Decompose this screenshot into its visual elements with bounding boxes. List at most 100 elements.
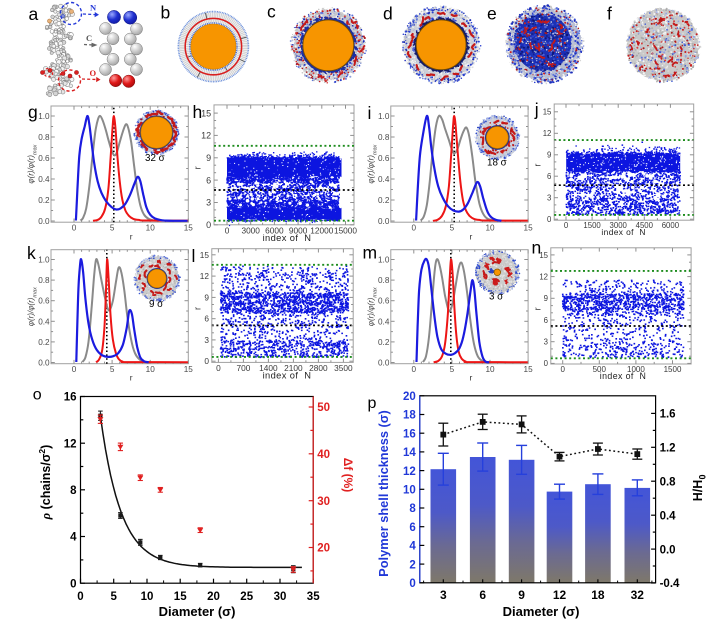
svg-text:15: 15 <box>524 224 534 233</box>
svg-text:index of N: index of N <box>600 371 646 381</box>
svg-text:15: 15 <box>543 108 552 117</box>
svg-text:-0.4: -0.4 <box>660 578 680 590</box>
svg-text:1.0: 1.0 <box>378 256 390 265</box>
svg-text:9: 9 <box>206 153 211 163</box>
svg-text:12: 12 <box>200 271 210 281</box>
svg-text:0: 0 <box>544 359 549 368</box>
svg-text:0: 0 <box>564 221 569 230</box>
svg-text:0.6: 0.6 <box>378 154 390 163</box>
svg-text:12: 12 <box>543 129 552 138</box>
svg-text:700: 700 <box>236 363 250 373</box>
svg-text:15000: 15000 <box>334 225 357 235</box>
svg-text:0: 0 <box>70 578 76 590</box>
svg-text:0.4: 0.4 <box>38 175 50 184</box>
svg-text:9: 9 <box>547 151 551 160</box>
svg-text:0: 0 <box>206 220 211 230</box>
svg-text:15: 15 <box>539 251 548 260</box>
svg-text:0.4: 0.4 <box>378 175 390 184</box>
svg-text:O: O <box>90 68 97 78</box>
svg-text:ρ (chains/σ2): ρ (chains/σ2) <box>37 445 53 521</box>
svg-text:12: 12 <box>201 131 211 141</box>
svg-text:3000: 3000 <box>241 225 260 235</box>
svg-text:1.0: 1.0 <box>378 112 390 121</box>
svg-text:0.0: 0.0 <box>378 217 390 226</box>
svg-text:25: 25 <box>240 591 253 603</box>
svg-text:20: 20 <box>403 391 416 403</box>
svg-text:10: 10 <box>141 591 154 603</box>
svg-text:9 σ: 9 σ <box>149 299 163 310</box>
svg-text:p: p <box>368 395 377 412</box>
svg-text:0.0: 0.0 <box>38 217 50 226</box>
svg-text:20: 20 <box>317 543 330 555</box>
svg-text:18 σ: 18 σ <box>487 158 507 169</box>
svg-text:r: r <box>130 373 133 383</box>
svg-text:m: m <box>363 243 378 263</box>
svg-text:10: 10 <box>146 224 156 233</box>
svg-text:0.0: 0.0 <box>38 359 50 368</box>
svg-text:H/H: H/H <box>691 480 705 502</box>
svg-text:3 σ: 3 σ <box>489 292 503 303</box>
svg-text:9000: 9000 <box>289 225 308 235</box>
svg-text:0.4: 0.4 <box>38 317 50 326</box>
svg-text:N: N <box>90 3 97 13</box>
svg-text:6000: 6000 <box>662 221 680 230</box>
svg-text:10: 10 <box>485 224 495 233</box>
svg-text:2800: 2800 <box>309 363 328 373</box>
svg-text:6: 6 <box>409 522 415 534</box>
svg-text:5: 5 <box>110 365 115 374</box>
svg-text:8: 8 <box>70 485 77 497</box>
svg-text:10: 10 <box>403 485 416 497</box>
svg-text:4500: 4500 <box>636 221 654 230</box>
svg-text:Polymer shell thickness (σ): Polymer shell thickness (σ) <box>376 410 391 577</box>
svg-text:3: 3 <box>547 194 551 203</box>
svg-text:15: 15 <box>524 365 534 374</box>
svg-text:3: 3 <box>440 588 447 602</box>
svg-text:5: 5 <box>450 224 455 233</box>
svg-text:1.6: 1.6 <box>660 409 676 421</box>
svg-text:Diameter (σ): Diameter (σ) <box>503 604 580 619</box>
svg-text:9: 9 <box>518 588 525 602</box>
svg-text:500: 500 <box>593 365 607 374</box>
svg-text:15: 15 <box>201 108 211 118</box>
svg-text:0.2: 0.2 <box>378 196 390 205</box>
svg-text:6: 6 <box>547 172 551 181</box>
svg-text:a: a <box>29 4 39 24</box>
svg-text:index of N: index of N <box>601 227 645 237</box>
svg-text:0: 0 <box>409 578 415 590</box>
svg-text:3500: 3500 <box>334 363 353 373</box>
svg-text:3000: 3000 <box>610 221 628 230</box>
svg-text:1000: 1000 <box>627 365 645 374</box>
svg-text:0: 0 <box>225 225 230 235</box>
svg-text:0.2: 0.2 <box>378 338 390 347</box>
svg-text:2: 2 <box>409 559 415 571</box>
svg-text:0.6: 0.6 <box>378 297 390 306</box>
svg-text:6000: 6000 <box>265 225 284 235</box>
svg-text:40: 40 <box>317 449 330 461</box>
svg-text:18: 18 <box>591 588 605 602</box>
svg-text:0: 0 <box>560 365 565 374</box>
svg-text:0.4: 0.4 <box>378 317 390 326</box>
svg-text:30: 30 <box>274 591 287 603</box>
svg-text:35: 35 <box>307 591 320 603</box>
svg-text:9: 9 <box>544 294 548 303</box>
svg-text:4: 4 <box>409 541 416 553</box>
svg-text:1500: 1500 <box>583 221 601 230</box>
svg-text:0.6: 0.6 <box>38 297 50 306</box>
svg-text:0.8: 0.8 <box>378 133 390 142</box>
svg-text:r: r <box>469 373 472 383</box>
svg-text:i: i <box>368 103 372 123</box>
svg-text:50: 50 <box>317 402 330 414</box>
svg-text:0.4: 0.4 <box>660 510 677 522</box>
svg-text:4: 4 <box>70 532 77 544</box>
svg-text:3: 3 <box>544 338 548 347</box>
svg-text:r: r <box>533 164 543 167</box>
svg-text:5: 5 <box>110 591 117 603</box>
svg-text:20: 20 <box>207 591 220 603</box>
svg-text:j: j <box>534 100 539 120</box>
svg-text:0.8: 0.8 <box>38 133 50 142</box>
svg-text:15: 15 <box>174 591 187 603</box>
svg-text:14: 14 <box>403 447 416 459</box>
svg-text:1500: 1500 <box>664 365 682 374</box>
svg-text:0: 0 <box>77 591 83 603</box>
svg-text:r: r <box>193 307 203 310</box>
